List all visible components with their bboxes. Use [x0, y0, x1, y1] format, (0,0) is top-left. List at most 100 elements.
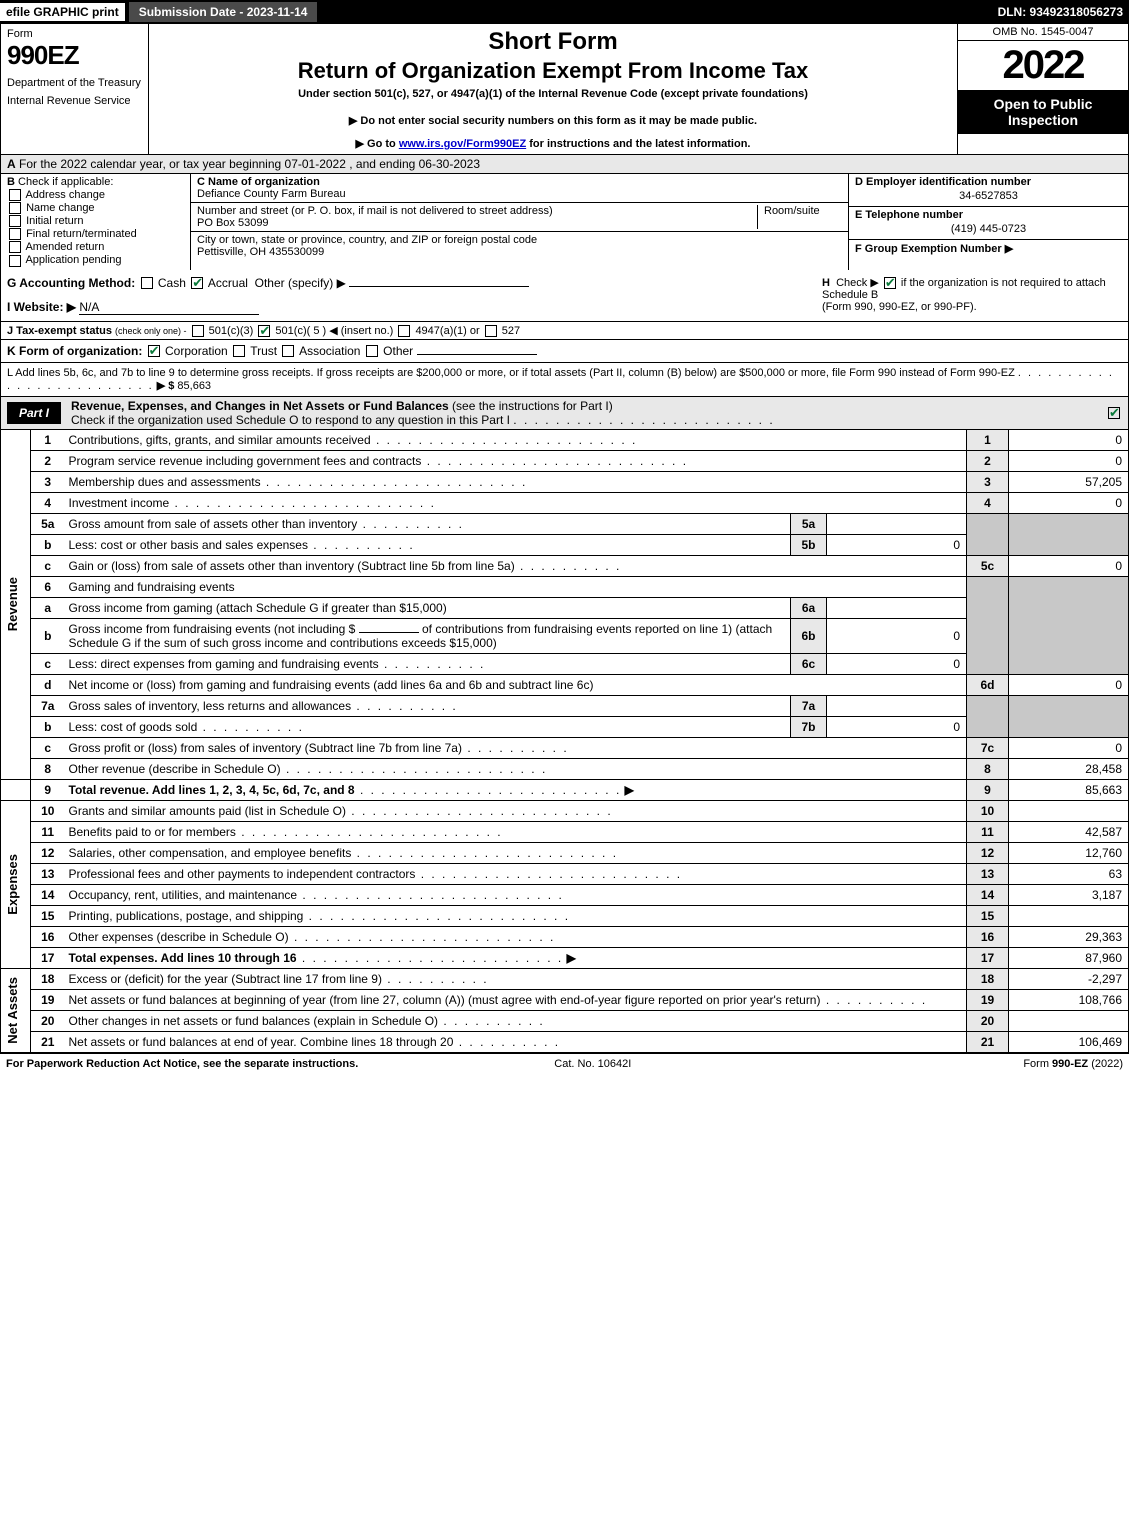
- l14-text: Occupancy, rent, utilities, and maintena…: [69, 888, 298, 902]
- side-netassets: Net Assets: [1, 969, 31, 1053]
- part-i-header: Part I Revenue, Expenses, and Changes in…: [0, 397, 1129, 430]
- l21-val: 106,469: [1009, 1031, 1129, 1052]
- room-suite: Room/suite: [757, 205, 820, 229]
- line-2: 2Program service revenue including gover…: [1, 450, 1129, 471]
- expenses-table: Expenses 10Grants and similar amounts pa…: [0, 801, 1129, 969]
- revenue-table: Revenue 1 Contributions, gifts, grants, …: [0, 430, 1129, 801]
- l7a-text: Gross sales of inventory, less returns a…: [69, 699, 352, 713]
- opt-name: Name change: [26, 202, 95, 214]
- c-city-row: City or town, state or province, country…: [191, 232, 848, 260]
- l1-no: 1: [31, 430, 65, 451]
- l6d-no: d: [31, 674, 65, 695]
- k-other-line[interactable]: [417, 354, 537, 355]
- l5-greyval: [1009, 513, 1129, 555]
- chk-association[interactable]: [282, 345, 294, 357]
- chk-final-return[interactable]: Final return/terminated: [7, 228, 184, 240]
- l19-text: Net assets or fund balances at beginning…: [69, 993, 821, 1007]
- l6-text: Gaming and fundraising events: [65, 576, 967, 597]
- k-o2: Trust: [250, 344, 277, 358]
- l9-val: 85,663: [1009, 779, 1129, 800]
- l6b-text: Gross income from fundraising events (no…: [65, 618, 791, 653]
- l4-rno: 4: [967, 492, 1009, 513]
- line-19: 19 Net assets or fund balances at beginni…: [1, 989, 1129, 1010]
- part-i-dots: [513, 413, 774, 427]
- l5c-no: c: [31, 555, 65, 576]
- h-text1: Check ▶: [836, 277, 879, 289]
- opt-amended: Amended return: [25, 241, 104, 253]
- line-7c: cGross profit or (loss) from sales of in…: [1, 737, 1129, 758]
- efile-badge: efile GRAPHIC print: [0, 3, 125, 21]
- chk-schedule-o[interactable]: [1108, 407, 1120, 419]
- chk-address-change[interactable]: Address change: [7, 189, 184, 201]
- l-text: L Add lines 5b, 6c, and 7b to line 9 to …: [7, 367, 1015, 379]
- l16-no: 16: [31, 926, 65, 947]
- netassets-table: Net Assets 18Excess or (deficit) for the…: [0, 969, 1129, 1053]
- l8-val: 28,458: [1009, 758, 1129, 779]
- b-check-if: Check if applicable:: [18, 176, 113, 188]
- line-3: 3Membership dues and assessments357,205: [1, 471, 1129, 492]
- do-not-enter: ▶ Do not enter social security numbers o…: [157, 114, 949, 127]
- header-right: OMB No. 1545-0047 2022 Open to Public In…: [958, 24, 1128, 154]
- l13-val: 63: [1009, 863, 1129, 884]
- chk-amended-return[interactable]: Amended return: [7, 241, 184, 253]
- l7a-sub: 7a: [791, 695, 827, 716]
- chk-name-change[interactable]: Name change: [7, 202, 184, 214]
- l6-greyno: [967, 576, 1009, 674]
- l7b-sub: 7b: [791, 716, 827, 737]
- l5b-text: Less: cost or other basis and sales expe…: [69, 538, 308, 552]
- row-k: K Form of organization: Corporation Trus…: [0, 340, 1129, 363]
- chk-other-org[interactable]: [366, 345, 378, 357]
- l-arrow: ▶ $: [157, 380, 175, 392]
- l16-text: Other expenses (describe in Schedule O): [69, 930, 289, 944]
- chk-cash[interactable]: [141, 277, 153, 289]
- chk-trust[interactable]: [233, 345, 245, 357]
- chk-501c3[interactable]: [192, 325, 204, 337]
- chk-application-pending[interactable]: Application pending: [7, 254, 184, 266]
- g-line: G Accounting Method: Cash Accrual Other …: [7, 276, 822, 290]
- footer-right-form: 990-EZ: [1052, 1058, 1088, 1070]
- f-row: F Group Exemption Number ▶: [849, 240, 1128, 257]
- goto-link[interactable]: www.irs.gov/Form990EZ: [399, 138, 526, 150]
- chk-accrual[interactable]: [191, 277, 203, 289]
- l5b-subval: 0: [827, 534, 967, 555]
- d-label: D Employer identification number: [855, 176, 1031, 188]
- chk-4947[interactable]: [398, 325, 410, 337]
- l1-text: Contributions, gifts, grants, and simila…: [69, 433, 371, 447]
- l19-rno: 19: [967, 989, 1009, 1010]
- l15-text: Printing, publications, postage, and shi…: [69, 909, 304, 923]
- l2-rno: 2: [967, 450, 1009, 471]
- row-a-text: For the 2022 calendar year, or tax year …: [19, 157, 480, 171]
- submission-date: Submission Date - 2023-11-14: [129, 2, 318, 22]
- j-o1: 501(c)(3): [209, 325, 254, 337]
- chk-initial-return[interactable]: Initial return: [7, 215, 184, 227]
- l5c-text: Gain or (loss) from sale of assets other…: [69, 559, 515, 573]
- ein-value: 34-6527853: [855, 188, 1122, 204]
- l2-val: 0: [1009, 450, 1129, 471]
- tax-year: 2022: [958, 41, 1128, 90]
- row-a-label: A: [7, 157, 16, 171]
- g-other: Other (specify) ▶: [255, 276, 346, 290]
- part-i-tab: Part I: [7, 402, 61, 424]
- l12-rno: 12: [967, 842, 1009, 863]
- l21-rno: 21: [967, 1031, 1009, 1052]
- row-l: L Add lines 5b, 6c, and 7b to line 9 to …: [0, 363, 1129, 397]
- j-o3: 4947(a)(1) or: [415, 325, 479, 337]
- k-o1: Corporation: [165, 344, 228, 358]
- i-line: I Website: ▶ N/A: [7, 300, 822, 315]
- opt-initial: Initial return: [26, 215, 83, 227]
- footer-mid: Cat. No. 10642I: [554, 1058, 631, 1070]
- line-18: Net Assets 18Excess or (deficit) for the…: [1, 969, 1129, 990]
- l14-rno: 14: [967, 884, 1009, 905]
- l20-text: Other changes in net assets or fund bala…: [69, 1014, 439, 1028]
- chk-schedule-b[interactable]: [884, 277, 896, 289]
- chk-corporation[interactable]: [148, 345, 160, 357]
- g-label: G Accounting Method:: [7, 276, 135, 290]
- l6b-blank[interactable]: [359, 632, 419, 633]
- g-other-line[interactable]: [349, 286, 529, 287]
- efile-prefix: efile: [6, 5, 30, 19]
- l7a-no: 7a: [31, 695, 65, 716]
- line-16: 16 Other expenses (describe in Schedule O…: [1, 926, 1129, 947]
- dln: DLN: 93492318056273: [998, 5, 1129, 19]
- chk-527[interactable]: [485, 325, 497, 337]
- chk-501c[interactable]: [258, 325, 270, 337]
